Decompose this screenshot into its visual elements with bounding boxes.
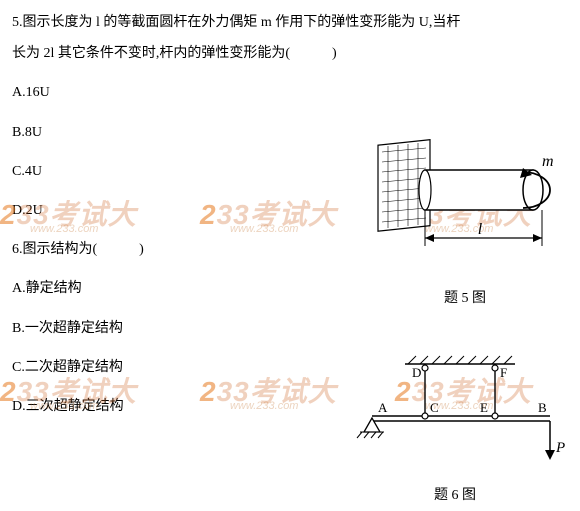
q5-option-a: A.16U	[12, 80, 568, 105]
q6-label-p: P	[555, 440, 565, 456]
q5-line2: 长为 2l 其它条件不变时,杆内的弹性变形能为( )	[12, 41, 568, 66]
q6-label-f: F	[500, 365, 507, 380]
q6-label-c: C	[430, 400, 439, 415]
q6-label-b: B	[538, 400, 547, 415]
q5-label-l: l	[478, 221, 483, 238]
q6-diagram-svg: D F A C E B P	[340, 350, 570, 475]
q5-figure-caption: 题 5 图	[370, 287, 560, 307]
q5-figure: m l 题 5 图	[370, 128, 560, 307]
q5-diagram-svg: m l	[370, 128, 560, 278]
q6-option-b: B.一次超静定结构	[12, 316, 568, 341]
q6-figure-caption: 题 6 图	[340, 484, 570, 504]
q5-line1: 5.图示长度为 l 的等截面圆杆在外力偶矩 m 作用下的弹性变形能为 U,当杆	[12, 10, 568, 35]
q6-figure: D F A C E B P 题 6 图	[340, 350, 570, 504]
q5-label-m: m	[542, 153, 554, 170]
q6-label-d: D	[412, 365, 421, 380]
q6-label-e: E	[480, 400, 488, 415]
q6-label-a: A	[378, 400, 388, 415]
